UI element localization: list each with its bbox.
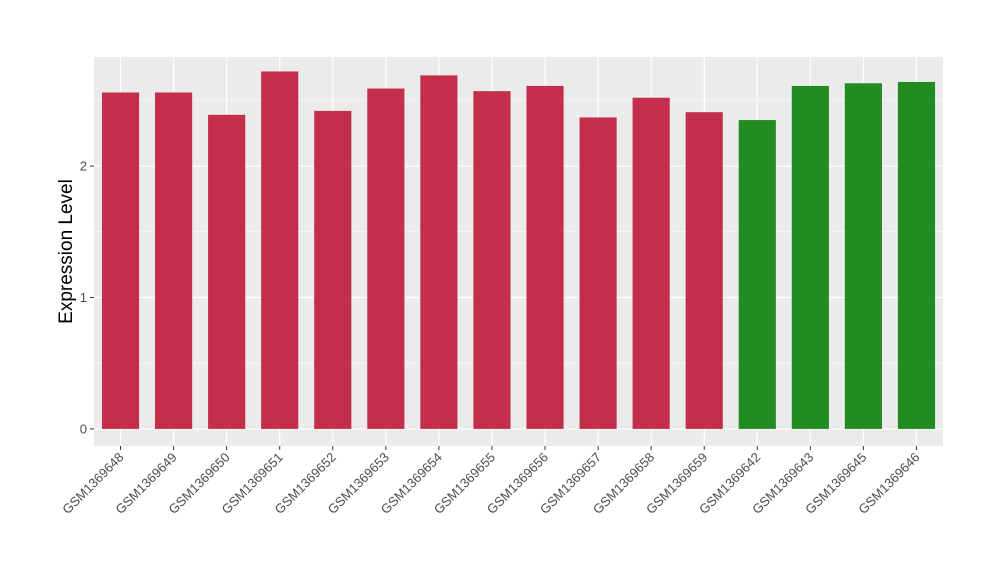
bar-GSM1369654 — [420, 75, 458, 429]
bar-GSM1369652 — [314, 110, 352, 429]
bar-GSM1369656 — [526, 85, 564, 429]
bar-GSM1369645 — [844, 83, 882, 429]
bar-GSM1369650 — [208, 114, 246, 429]
bar-GSM1369655 — [473, 91, 511, 429]
y-tick-label: 2 — [80, 159, 87, 174]
bar-GSM1369658 — [632, 97, 670, 429]
y-tick-label: 0 — [80, 421, 87, 436]
bar-GSM1369642 — [738, 120, 776, 429]
y-tick-label: 1 — [80, 290, 87, 305]
x-axis: GSM1369648GSM1369649GSM1369650GSM1369651… — [59, 446, 923, 517]
bar-GSM1369651 — [261, 71, 299, 429]
bar-GSM1369653 — [367, 88, 405, 429]
bar-GSM1369646 — [897, 81, 936, 429]
y-axis-title: Expression Level — [56, 179, 77, 324]
bar-GSM1369649 — [155, 92, 193, 429]
bar-GSM1369659 — [685, 112, 723, 429]
y-axis: 0 1 2 — [80, 159, 94, 436]
bar-GSM1369643 — [791, 85, 829, 429]
bars — [101, 71, 936, 429]
bar-GSM1369657 — [579, 117, 617, 429]
bar-GSM1369648 — [101, 92, 140, 429]
